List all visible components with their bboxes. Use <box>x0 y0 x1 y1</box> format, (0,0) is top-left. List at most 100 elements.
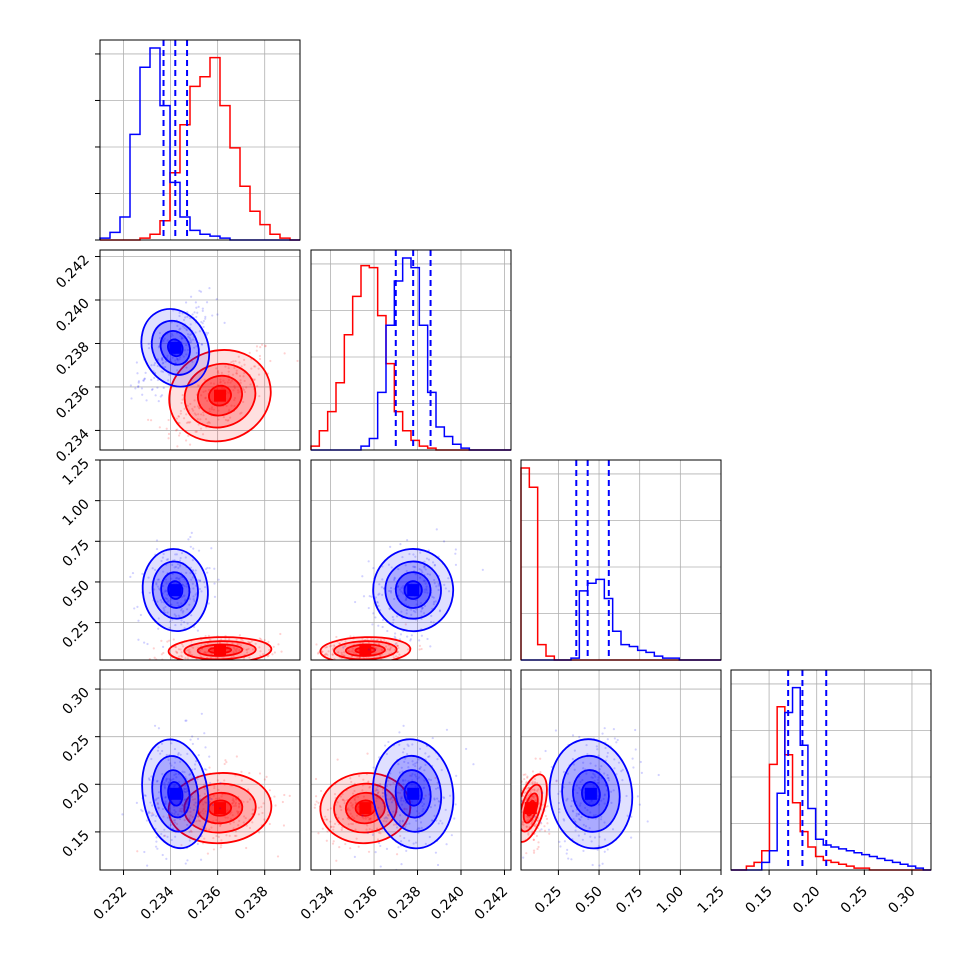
scatter-point <box>137 619 140 622</box>
panel-content <box>518 670 721 870</box>
scatter-point <box>557 792 560 796</box>
scatter-point <box>190 830 193 833</box>
scatter-point <box>232 650 235 653</box>
scatter-point <box>389 783 392 787</box>
scatter-point <box>361 789 364 792</box>
scatter-point <box>331 653 334 656</box>
scatter-point <box>217 418 220 421</box>
scatter-point <box>243 363 246 366</box>
scatter-point <box>176 563 180 566</box>
scatter-point <box>164 795 167 799</box>
scatter-point <box>408 822 411 825</box>
scatter-point <box>190 531 193 534</box>
scatter-point <box>397 584 400 588</box>
scatter-point <box>246 800 249 803</box>
scatter-point <box>208 287 211 290</box>
scatter-point <box>227 367 230 370</box>
scatter-point <box>175 462 177 464</box>
scatter-point <box>329 820 332 823</box>
scatter-point <box>572 817 575 821</box>
scatter-point <box>602 797 605 801</box>
scatter-point <box>395 655 398 658</box>
scatter-point <box>319 662 321 664</box>
scatter-point <box>409 638 412 641</box>
scatter-point <box>538 802 541 805</box>
scatter-point <box>527 833 530 836</box>
scatter-point <box>307 829 309 831</box>
scatter-point <box>399 633 403 636</box>
scatter-point <box>234 360 237 363</box>
scatter-point <box>150 814 153 817</box>
scatter-point <box>188 443 192 446</box>
scatter-point <box>189 772 192 776</box>
scatter-point <box>521 823 524 826</box>
scatter-point <box>208 766 211 769</box>
scatter-point <box>169 335 173 338</box>
scatter-point <box>407 648 410 651</box>
scatter-point <box>239 644 242 647</box>
scatter-point <box>240 365 243 368</box>
scatter-point <box>176 651 179 655</box>
scatter-point <box>204 810 207 813</box>
scatter-point <box>434 851 438 854</box>
scatter-point <box>157 807 160 810</box>
scatter-point <box>565 852 568 855</box>
scatter-point <box>388 607 391 610</box>
scatter-point <box>173 812 176 815</box>
scatter-point <box>566 797 569 800</box>
scatter-point <box>340 651 343 654</box>
scatter-point <box>420 634 423 637</box>
scatter-point <box>354 801 357 804</box>
scatter-point <box>136 850 139 853</box>
scatter-point <box>433 582 436 585</box>
scatter-point <box>147 576 150 579</box>
scatter-point <box>366 816 370 819</box>
scatter-point <box>365 828 368 831</box>
scatter-point <box>245 824 248 827</box>
scatter-point <box>170 321 173 324</box>
scatter-point <box>267 640 270 643</box>
scatter-point <box>415 819 418 822</box>
scatter-point <box>229 812 232 815</box>
scatter-point <box>165 597 169 601</box>
scatter-point <box>531 820 534 823</box>
scatter-point <box>168 818 171 822</box>
scatter-point <box>188 648 191 651</box>
scatter-point <box>237 823 240 827</box>
scatter-point <box>168 639 171 642</box>
scatter-point <box>215 367 218 370</box>
scatter-point <box>430 614 433 617</box>
scatter-point <box>250 367 253 370</box>
scatter-point <box>185 328 188 331</box>
scatter-point <box>578 804 582 807</box>
scatter-point <box>174 645 177 648</box>
scatter-point <box>444 587 447 590</box>
scatter-point <box>135 361 138 364</box>
scatter-point <box>376 838 380 841</box>
scatter-point <box>185 798 188 801</box>
scatter-point <box>422 797 425 800</box>
scatter-point <box>215 298 218 301</box>
scatter-point <box>414 785 417 788</box>
scatter-point <box>518 796 520 798</box>
scatter-point <box>220 839 223 842</box>
scatter-point <box>421 810 424 813</box>
scatter-point <box>227 419 230 422</box>
scatter-point <box>423 797 426 800</box>
scatter-point <box>178 817 182 821</box>
scatter-point <box>368 818 371 821</box>
scatter-point <box>396 585 400 588</box>
scatter-point <box>392 810 395 813</box>
scatter-point <box>411 760 414 763</box>
scatter-point <box>174 810 177 814</box>
scatter-point <box>176 494 178 496</box>
scatter-point <box>162 338 165 341</box>
scatter-point <box>210 547 213 550</box>
scatter-point <box>350 655 353 658</box>
scatter-point <box>144 371 147 374</box>
scatter-point <box>399 661 401 663</box>
scatter-point <box>216 779 219 782</box>
scatter-point <box>303 637 305 639</box>
scatter-point <box>391 615 394 619</box>
scatter-point <box>378 756 381 759</box>
